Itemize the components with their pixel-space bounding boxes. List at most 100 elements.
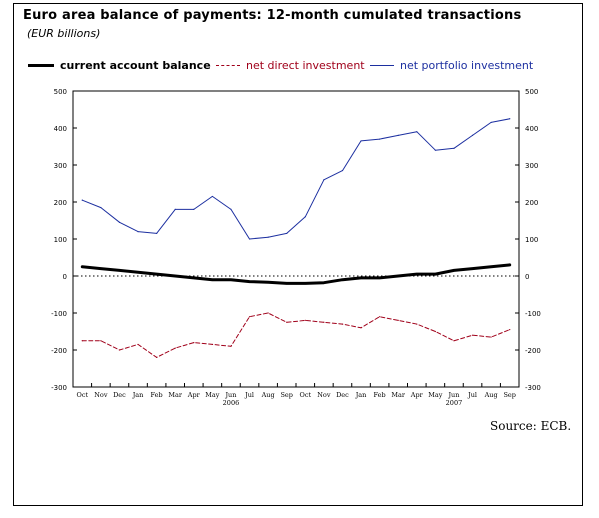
data-point-net-portfolio-investment-22: [490, 121, 492, 124]
data-point-net-direct-investment-0: [81, 340, 83, 342]
data-point-current-account-balance-12: [304, 282, 306, 284]
data-point-current-account-balance-16: [379, 277, 381, 279]
data-point-net-portfolio-investment-2: [118, 221, 121, 223]
data-point-current-account-balance-9: [248, 280, 251, 283]
y-tick-label-left-1: -200: [51, 347, 67, 355]
y-tick-label-left-7: 400: [54, 125, 67, 133]
x-tick-label-3: Jan: [132, 391, 144, 399]
data-point-net-portfolio-investment-1: [100, 206, 102, 209]
data-point-current-account-balance-10: [267, 281, 269, 283]
data-point-net-direct-investment-13: [323, 321, 325, 323]
chart-title: Euro area balance of payments: 12-month …: [23, 8, 522, 23]
chart-frame: [13, 3, 583, 506]
legend-swatch-current-account: [28, 64, 54, 67]
x-tick-label-23: Sep: [503, 391, 515, 399]
legend-swatch-portfolio-investment: [370, 65, 394, 66]
data-point-current-account-balance-8: [230, 279, 232, 281]
y-tick-label-left-3: 0: [63, 273, 67, 281]
x-tick-label-14: Dec: [336, 391, 349, 399]
data-point-net-portfolio-investment-8: [230, 208, 232, 210]
data-point-net-portfolio-investment-19: [434, 149, 436, 151]
x-tick-label-0: Oct: [76, 391, 88, 399]
y-tick-label-left-4: 100: [54, 236, 67, 244]
data-point-net-direct-investment-17: [397, 319, 399, 321]
x-tick-label-17: Mar: [391, 391, 406, 399]
data-point-net-portfolio-investment-10: [267, 236, 269, 238]
data-point-current-account-balance-21: [471, 268, 474, 270]
data-point-net-direct-investment-5: [174, 347, 176, 349]
y-tick-label-left-8: 500: [54, 88, 67, 96]
y-tick-label-right-3: 0: [525, 273, 529, 281]
year-label-0: 2006: [223, 399, 240, 407]
x-tick-label-22: Aug: [484, 391, 498, 399]
data-point-current-account-balance-7: [211, 279, 213, 281]
data-point-net-direct-investment-2: [118, 349, 121, 351]
data-point-net-direct-investment-22: [490, 336, 492, 338]
x-tick-label-12: Oct: [299, 391, 311, 399]
y-tick-label-left-0: -300: [51, 384, 67, 392]
data-point-net-portfolio-investment-20: [453, 147, 455, 149]
x-tick-label-7: May: [205, 391, 220, 399]
data-point-current-account-balance-4: [156, 273, 158, 275]
y-tick-label-left-6: 300: [54, 162, 67, 170]
data-point-net-direct-investment-19: [434, 330, 436, 333]
data-point-net-portfolio-investment-3: [137, 231, 139, 233]
x-tick-label-11: Sep: [280, 391, 292, 399]
y-tick-label-left-5: 200: [54, 199, 67, 207]
x-tick-label-13: Nov: [317, 391, 331, 399]
legend-item-direct-investment: net direct investment: [216, 59, 365, 72]
legend-label-current-account: current account balance: [60, 59, 211, 72]
data-point-net-portfolio-investment-14: [341, 169, 344, 172]
x-tick-label-2: Dec: [113, 391, 126, 399]
data-point-net-portfolio-investment-16: [379, 138, 381, 140]
x-tick-label-21: Jul: [467, 391, 477, 399]
y-tick-label-right-5: 200: [525, 199, 538, 207]
data-point-net-direct-investment-16: [379, 316, 381, 318]
data-point-current-account-balance-15: [360, 277, 362, 279]
y-tick-label-right-4: 100: [525, 236, 538, 244]
data-point-current-account-balance-19: [434, 273, 436, 275]
data-point-net-portfolio-investment-11: [286, 232, 288, 235]
data-point-net-portfolio-investment-5: [174, 208, 176, 210]
data-point-net-direct-investment-6: [193, 342, 195, 344]
data-point-net-direct-investment-15: [360, 327, 362, 329]
data-point-net-portfolio-investment-18: [416, 131, 418, 133]
data-point-net-portfolio-investment-12: [304, 216, 306, 218]
y-tick-label-right-7: 400: [525, 125, 538, 133]
source-note: Source: ECB.: [490, 419, 572, 433]
data-point-current-account-balance-0: [81, 266, 83, 268]
y-tick-label-left-2: -100: [51, 310, 67, 318]
data-point-net-portfolio-investment-17: [397, 134, 399, 136]
data-point-net-direct-investment-11: [286, 321, 288, 323]
data-point-current-account-balance-22: [490, 266, 492, 268]
data-point-net-portfolio-investment-4: [156, 232, 158, 235]
data-point-current-account-balance-23: [509, 264, 511, 266]
x-tick-label-4: Feb: [151, 391, 163, 399]
data-point-current-account-balance-5: [174, 275, 176, 277]
year-label-1: 2007: [446, 399, 463, 407]
data-point-current-account-balance-1: [100, 268, 102, 270]
data-point-net-portfolio-investment-0: [81, 199, 83, 201]
data-point-net-direct-investment-12: [304, 319, 306, 321]
data-point-net-direct-investment-4: [156, 356, 158, 358]
data-point-net-portfolio-investment-6: [193, 208, 195, 210]
data-point-net-direct-investment-8: [230, 345, 232, 347]
data-point-current-account-balance-11: [286, 282, 288, 284]
x-tick-label-16: Feb: [374, 391, 386, 399]
series-line-net-portfolio-investment: [81, 118, 511, 240]
legend-item-portfolio-investment: net portfolio investment: [370, 59, 533, 72]
data-point-net-direct-investment-10: [267, 312, 269, 314]
data-point-net-direct-investment-21: [471, 334, 474, 336]
data-point-net-direct-investment-1: [100, 340, 102, 342]
data-point-net-direct-investment-18: [416, 323, 418, 325]
x-tick-label-8: Jun: [224, 391, 236, 399]
data-point-net-direct-investment-7: [211, 343, 213, 346]
data-point-current-account-balance-6: [193, 277, 195, 279]
x-tick-label-15: Jan: [355, 391, 367, 399]
x-tick-label-5: Mar: [168, 391, 183, 399]
legend-label-direct-investment: net direct investment: [246, 59, 365, 72]
data-point-current-account-balance-20: [453, 269, 455, 272]
data-point-current-account-balance-17: [397, 275, 399, 277]
y-tick-label-right-6: 300: [525, 162, 538, 170]
